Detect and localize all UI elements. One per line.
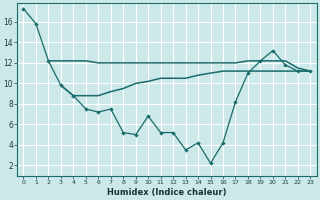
X-axis label: Humidex (Indice chaleur): Humidex (Indice chaleur) (107, 188, 227, 197)
